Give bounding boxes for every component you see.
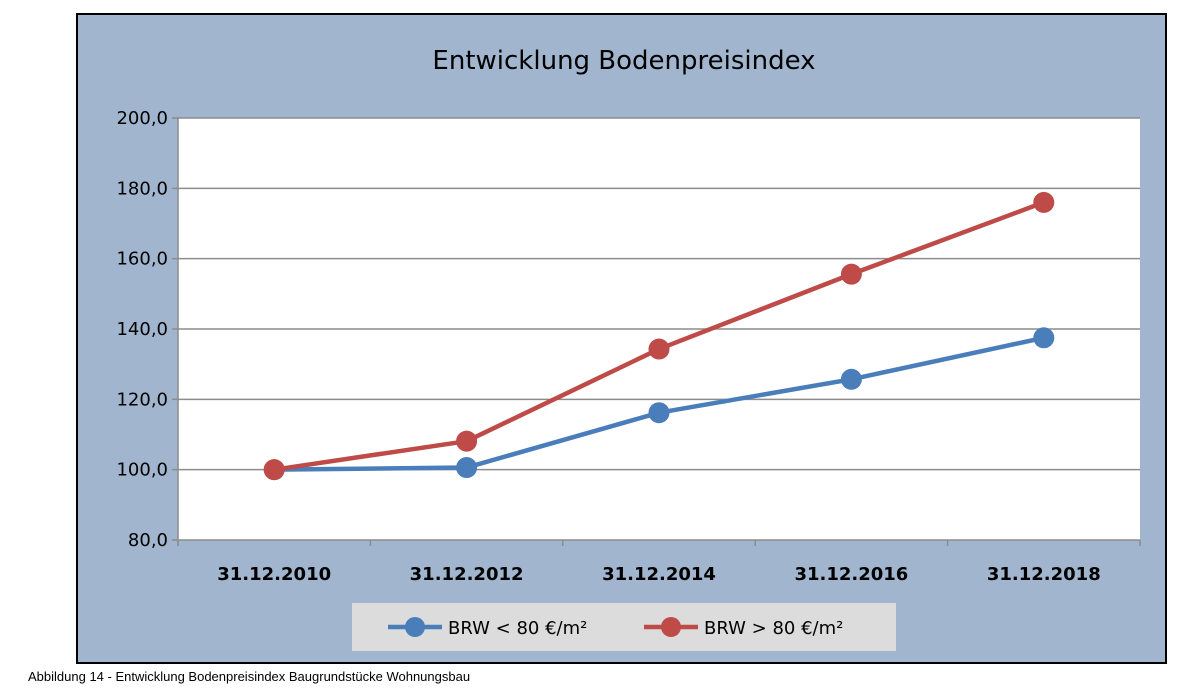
series-2 — [263, 191, 1055, 481]
data-point — [1033, 327, 1055, 349]
figure-caption: Abbildung 14 - Entwicklung Bodenpreisind… — [28, 669, 471, 684]
y-tick-label: 80,0 — [128, 530, 168, 551]
axes — [172, 117, 1141, 546]
x-tick-label: 31.12.2016 — [794, 564, 908, 585]
x-tick-label: 31.12.2010 — [217, 564, 331, 585]
legend-label: BRW < 80 €/m² — [448, 618, 587, 639]
data-point — [1033, 191, 1055, 213]
y-tick-label: 100,0 — [116, 460, 168, 481]
x-tick-label: 31.12.2012 — [410, 564, 524, 585]
y-axis-ticks: 80,0 100,0 120,0 140,0 160,0 180,0 200,0 — [116, 108, 168, 551]
legend-item-2: BRW > 80 €/m² — [644, 617, 843, 639]
line-chart: Entwicklung Bodenpreisindex 80,0 100,0 120… — [116, 46, 1141, 651]
x-tick-label: 31.12.2018 — [987, 564, 1101, 585]
x-axis-ticks: 31.12.2010 31.12.2012 31.12.2014 31.12.2016… — [217, 564, 1100, 585]
y-tick-label: 200,0 — [116, 108, 168, 129]
y-tick-label: 140,0 — [116, 319, 168, 340]
data-point — [648, 402, 670, 424]
data-point — [456, 430, 478, 452]
x-tick-label: 31.12.2014 — [602, 564, 716, 585]
data-point — [263, 459, 285, 481]
legend-marker — [405, 617, 425, 637]
legend-item-1: BRW < 80 €/m² — [388, 617, 587, 639]
legend: BRW < 80 €/m² BRW > 80 €/m² — [388, 617, 843, 639]
series — [263, 191, 1055, 481]
y-tick-label: 160,0 — [116, 249, 168, 270]
data-point — [840, 368, 862, 390]
chart-frame: Entwicklung Bodenpreisindex 80,0 100,0 120… — [76, 13, 1167, 664]
y-tick-label: 120,0 — [116, 389, 168, 410]
data-point — [456, 457, 478, 479]
legend-label: BRW > 80 €/m² — [704, 618, 843, 639]
data-point — [648, 338, 670, 360]
y-tick-label: 180,0 — [116, 178, 168, 199]
chart-title: Entwicklung Bodenpreisindex — [432, 46, 815, 76]
data-point — [840, 263, 862, 285]
legend-marker — [661, 617, 681, 637]
legend-box — [352, 603, 896, 651]
